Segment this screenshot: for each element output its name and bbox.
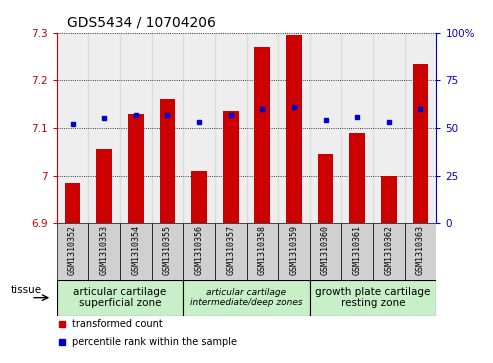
Text: GSM1310363: GSM1310363 xyxy=(416,225,425,275)
Text: GSM1310353: GSM1310353 xyxy=(100,225,108,275)
Text: GSM1310352: GSM1310352 xyxy=(68,225,77,275)
Text: GSM1310360: GSM1310360 xyxy=(321,225,330,275)
Text: GSM1310357: GSM1310357 xyxy=(226,225,235,275)
Bar xyxy=(191,171,207,223)
Bar xyxy=(65,183,80,223)
FancyBboxPatch shape xyxy=(152,223,183,280)
FancyBboxPatch shape xyxy=(373,223,405,280)
Bar xyxy=(317,154,333,223)
FancyBboxPatch shape xyxy=(310,280,436,316)
Text: GSM1310355: GSM1310355 xyxy=(163,225,172,275)
FancyBboxPatch shape xyxy=(57,280,183,316)
Bar xyxy=(350,133,365,223)
Text: articular cartilage
intermediate/deep zones: articular cartilage intermediate/deep zo… xyxy=(190,288,303,307)
Bar xyxy=(120,33,152,223)
Bar xyxy=(341,33,373,223)
Text: GSM1310356: GSM1310356 xyxy=(195,225,204,275)
FancyBboxPatch shape xyxy=(57,223,88,280)
Bar xyxy=(128,114,143,223)
FancyBboxPatch shape xyxy=(120,223,152,280)
Text: percentile rank within the sample: percentile rank within the sample xyxy=(72,337,237,347)
Bar xyxy=(381,176,397,223)
Bar xyxy=(405,33,436,223)
Text: GSM1310354: GSM1310354 xyxy=(131,225,141,275)
Bar xyxy=(246,33,278,223)
Text: articular cartilage
superficial zone: articular cartilage superficial zone xyxy=(73,287,167,309)
Bar xyxy=(152,33,183,223)
Text: transformed count: transformed count xyxy=(72,319,163,329)
FancyBboxPatch shape xyxy=(215,223,246,280)
Text: GSM1310359: GSM1310359 xyxy=(289,225,298,275)
Bar xyxy=(373,33,405,223)
Bar xyxy=(286,35,302,223)
Text: growth plate cartilage
resting zone: growth plate cartilage resting zone xyxy=(316,287,431,309)
FancyBboxPatch shape xyxy=(278,223,310,280)
FancyBboxPatch shape xyxy=(88,223,120,280)
Text: GSM1310362: GSM1310362 xyxy=(385,225,393,275)
Bar xyxy=(88,33,120,223)
FancyBboxPatch shape xyxy=(183,223,215,280)
Bar xyxy=(160,99,176,223)
Bar xyxy=(254,47,270,223)
Bar xyxy=(183,33,215,223)
Bar xyxy=(223,111,239,223)
FancyBboxPatch shape xyxy=(341,223,373,280)
Text: tissue: tissue xyxy=(10,285,41,295)
Bar xyxy=(413,64,428,223)
Bar xyxy=(310,33,341,223)
FancyBboxPatch shape xyxy=(246,223,278,280)
Text: GSM1310361: GSM1310361 xyxy=(352,225,362,275)
FancyBboxPatch shape xyxy=(310,223,341,280)
Bar xyxy=(278,33,310,223)
Text: GSM1310358: GSM1310358 xyxy=(258,225,267,275)
FancyBboxPatch shape xyxy=(183,280,310,316)
Bar xyxy=(96,150,112,223)
FancyBboxPatch shape xyxy=(405,223,436,280)
Bar xyxy=(215,33,246,223)
Text: GDS5434 / 10704206: GDS5434 / 10704206 xyxy=(67,15,215,29)
Bar xyxy=(57,33,88,223)
